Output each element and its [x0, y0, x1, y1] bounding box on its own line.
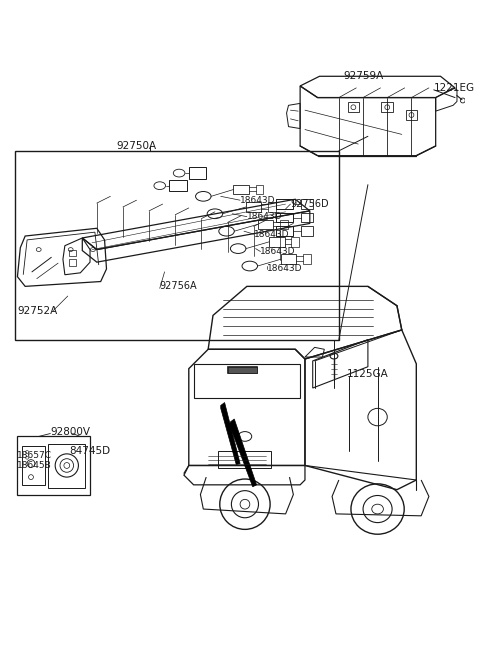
Bar — [169, 180, 187, 192]
Bar — [276, 226, 293, 236]
Polygon shape — [221, 403, 240, 464]
Bar — [276, 213, 293, 222]
Bar — [291, 237, 299, 247]
Text: 18643D: 18643D — [267, 264, 303, 274]
Text: 92752A: 92752A — [17, 306, 58, 316]
Bar — [348, 102, 359, 112]
Bar — [246, 202, 262, 212]
Bar — [258, 220, 273, 229]
Bar — [228, 367, 257, 373]
Bar — [233, 185, 249, 194]
Bar — [276, 199, 293, 209]
Bar — [69, 259, 76, 266]
Bar — [48, 444, 85, 488]
Bar — [406, 110, 417, 120]
Bar — [69, 249, 76, 256]
Text: 18643D: 18643D — [261, 247, 296, 256]
Bar — [301, 226, 312, 236]
Text: 92759A: 92759A — [344, 72, 384, 81]
Bar — [228, 367, 257, 373]
Text: 92750A: 92750A — [116, 141, 156, 151]
Bar — [280, 220, 288, 229]
Text: 84745D: 84745D — [70, 446, 111, 456]
Text: 18657C: 18657C — [17, 451, 52, 461]
Text: 18643D: 18643D — [253, 230, 289, 239]
Bar — [281, 255, 296, 264]
Bar — [14, 151, 339, 340]
Bar — [218, 451, 271, 468]
Bar — [303, 255, 311, 264]
Text: 92800V: 92800V — [50, 426, 90, 437]
Bar — [255, 185, 264, 194]
Bar — [301, 213, 312, 222]
Text: 1221EG: 1221EG — [434, 83, 475, 93]
Bar — [382, 102, 393, 112]
Bar — [301, 199, 312, 209]
Polygon shape — [229, 419, 257, 487]
Bar — [17, 436, 90, 495]
Text: 92756D: 92756D — [290, 199, 329, 209]
Bar — [189, 167, 206, 179]
Text: 18645B: 18645B — [17, 461, 52, 470]
Text: 18643D: 18643D — [247, 212, 282, 221]
Text: 1125GA: 1125GA — [347, 369, 388, 379]
Text: 92756A: 92756A — [160, 281, 197, 291]
Bar — [269, 237, 285, 247]
Text: 18643D: 18643D — [240, 195, 276, 205]
Bar — [268, 202, 276, 212]
